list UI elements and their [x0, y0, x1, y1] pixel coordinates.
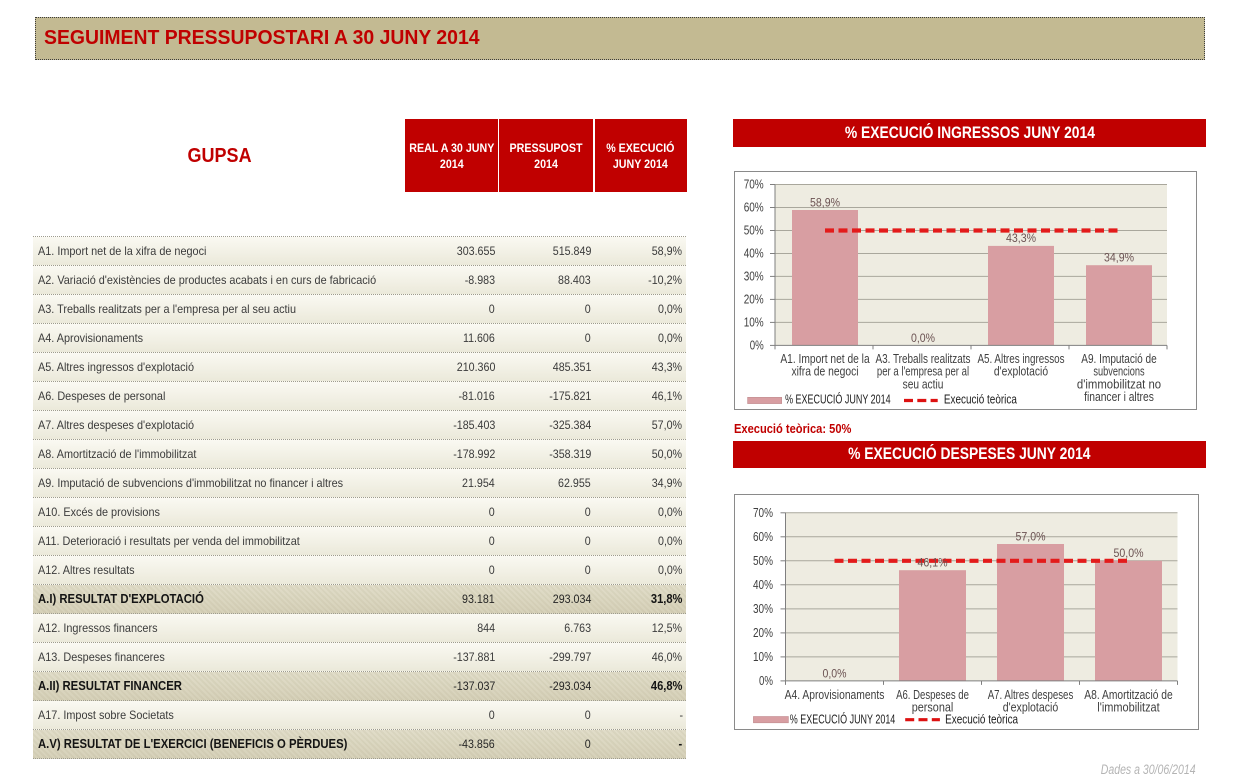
svg-text:0,0%: 0,0% [911, 331, 935, 345]
svg-text:A6. Despeses de: A6. Despeses de [896, 688, 969, 702]
svg-text:A8. Amortització de: A8. Amortització de [1084, 688, 1172, 702]
svg-text:Execució teòrica: Execució teòrica [944, 392, 1017, 406]
svg-text:A7. Altres despeses: A7. Altres despeses [988, 688, 1074, 702]
svg-text:0,0%: 0,0% [823, 667, 847, 681]
svg-text:30%: 30% [753, 602, 773, 616]
svg-text:A5. Altres ingressos: A5. Altres ingressos [977, 352, 1064, 366]
svg-text:% EXECUCIÓ JUNY 2014: % EXECUCIÓ JUNY 2014 [790, 712, 896, 727]
svg-text:46,1%: 46,1% [918, 555, 948, 569]
svg-text:43,3%: 43,3% [1006, 231, 1036, 245]
svg-text:personal: personal [912, 701, 954, 715]
svg-text:20%: 20% [744, 293, 764, 307]
svg-text:financer i altres: financer i altres [1084, 390, 1154, 404]
svg-text:A1. Import net de la: A1. Import net de la [780, 352, 869, 366]
svg-text:10%: 10% [753, 650, 773, 664]
svg-text:A9. Imputació de: A9. Imputació de [1081, 352, 1157, 366]
svg-text:xifra de negoci: xifra de negoci [791, 365, 858, 379]
svg-text:d'immobilitzat no: d'immobilitzat no [1077, 377, 1161, 391]
svg-text:l'immobilitzat: l'immobilitzat [1097, 701, 1160, 715]
svg-text:Execució teòrica: Execució teòrica [945, 713, 1018, 727]
svg-text:0%: 0% [759, 674, 773, 688]
svg-text:57,0%: 57,0% [1016, 529, 1046, 543]
svg-text:60%: 60% [744, 201, 764, 215]
svg-text:% EXECUCIÓ JUNY 2014: % EXECUCIÓ JUNY 2014 [785, 391, 891, 406]
svg-text:seu actiu: seu actiu [903, 377, 944, 391]
svg-text:58,9%: 58,9% [810, 195, 840, 209]
svg-text:40%: 40% [744, 247, 764, 261]
svg-text:34,9%: 34,9% [1104, 250, 1134, 264]
svg-text:A3. Treballs realitzats: A3. Treballs realitzats [875, 352, 970, 366]
svg-text:60%: 60% [753, 530, 773, 544]
svg-text:A4. Aprovisionaments: A4. Aprovisionaments [785, 688, 885, 702]
svg-text:50%: 50% [753, 554, 773, 568]
svg-text:per a l'empresa per al: per a l'empresa per al [877, 365, 969, 379]
svg-text:d'explotació: d'explotació [1003, 701, 1059, 715]
svg-text:70%: 70% [744, 178, 764, 192]
svg-text:40%: 40% [753, 578, 773, 592]
svg-text:d'explotació: d'explotació [994, 365, 1048, 379]
svg-text:50,0%: 50,0% [1114, 546, 1144, 560]
svg-text:0%: 0% [750, 339, 764, 353]
svg-text:30%: 30% [744, 270, 764, 284]
svg-text:70%: 70% [753, 506, 773, 520]
svg-text:20%: 20% [753, 626, 773, 640]
svg-text:50%: 50% [744, 224, 764, 238]
svg-text:10%: 10% [744, 316, 764, 330]
svg-text:subvencions: subvencions [1093, 365, 1144, 379]
